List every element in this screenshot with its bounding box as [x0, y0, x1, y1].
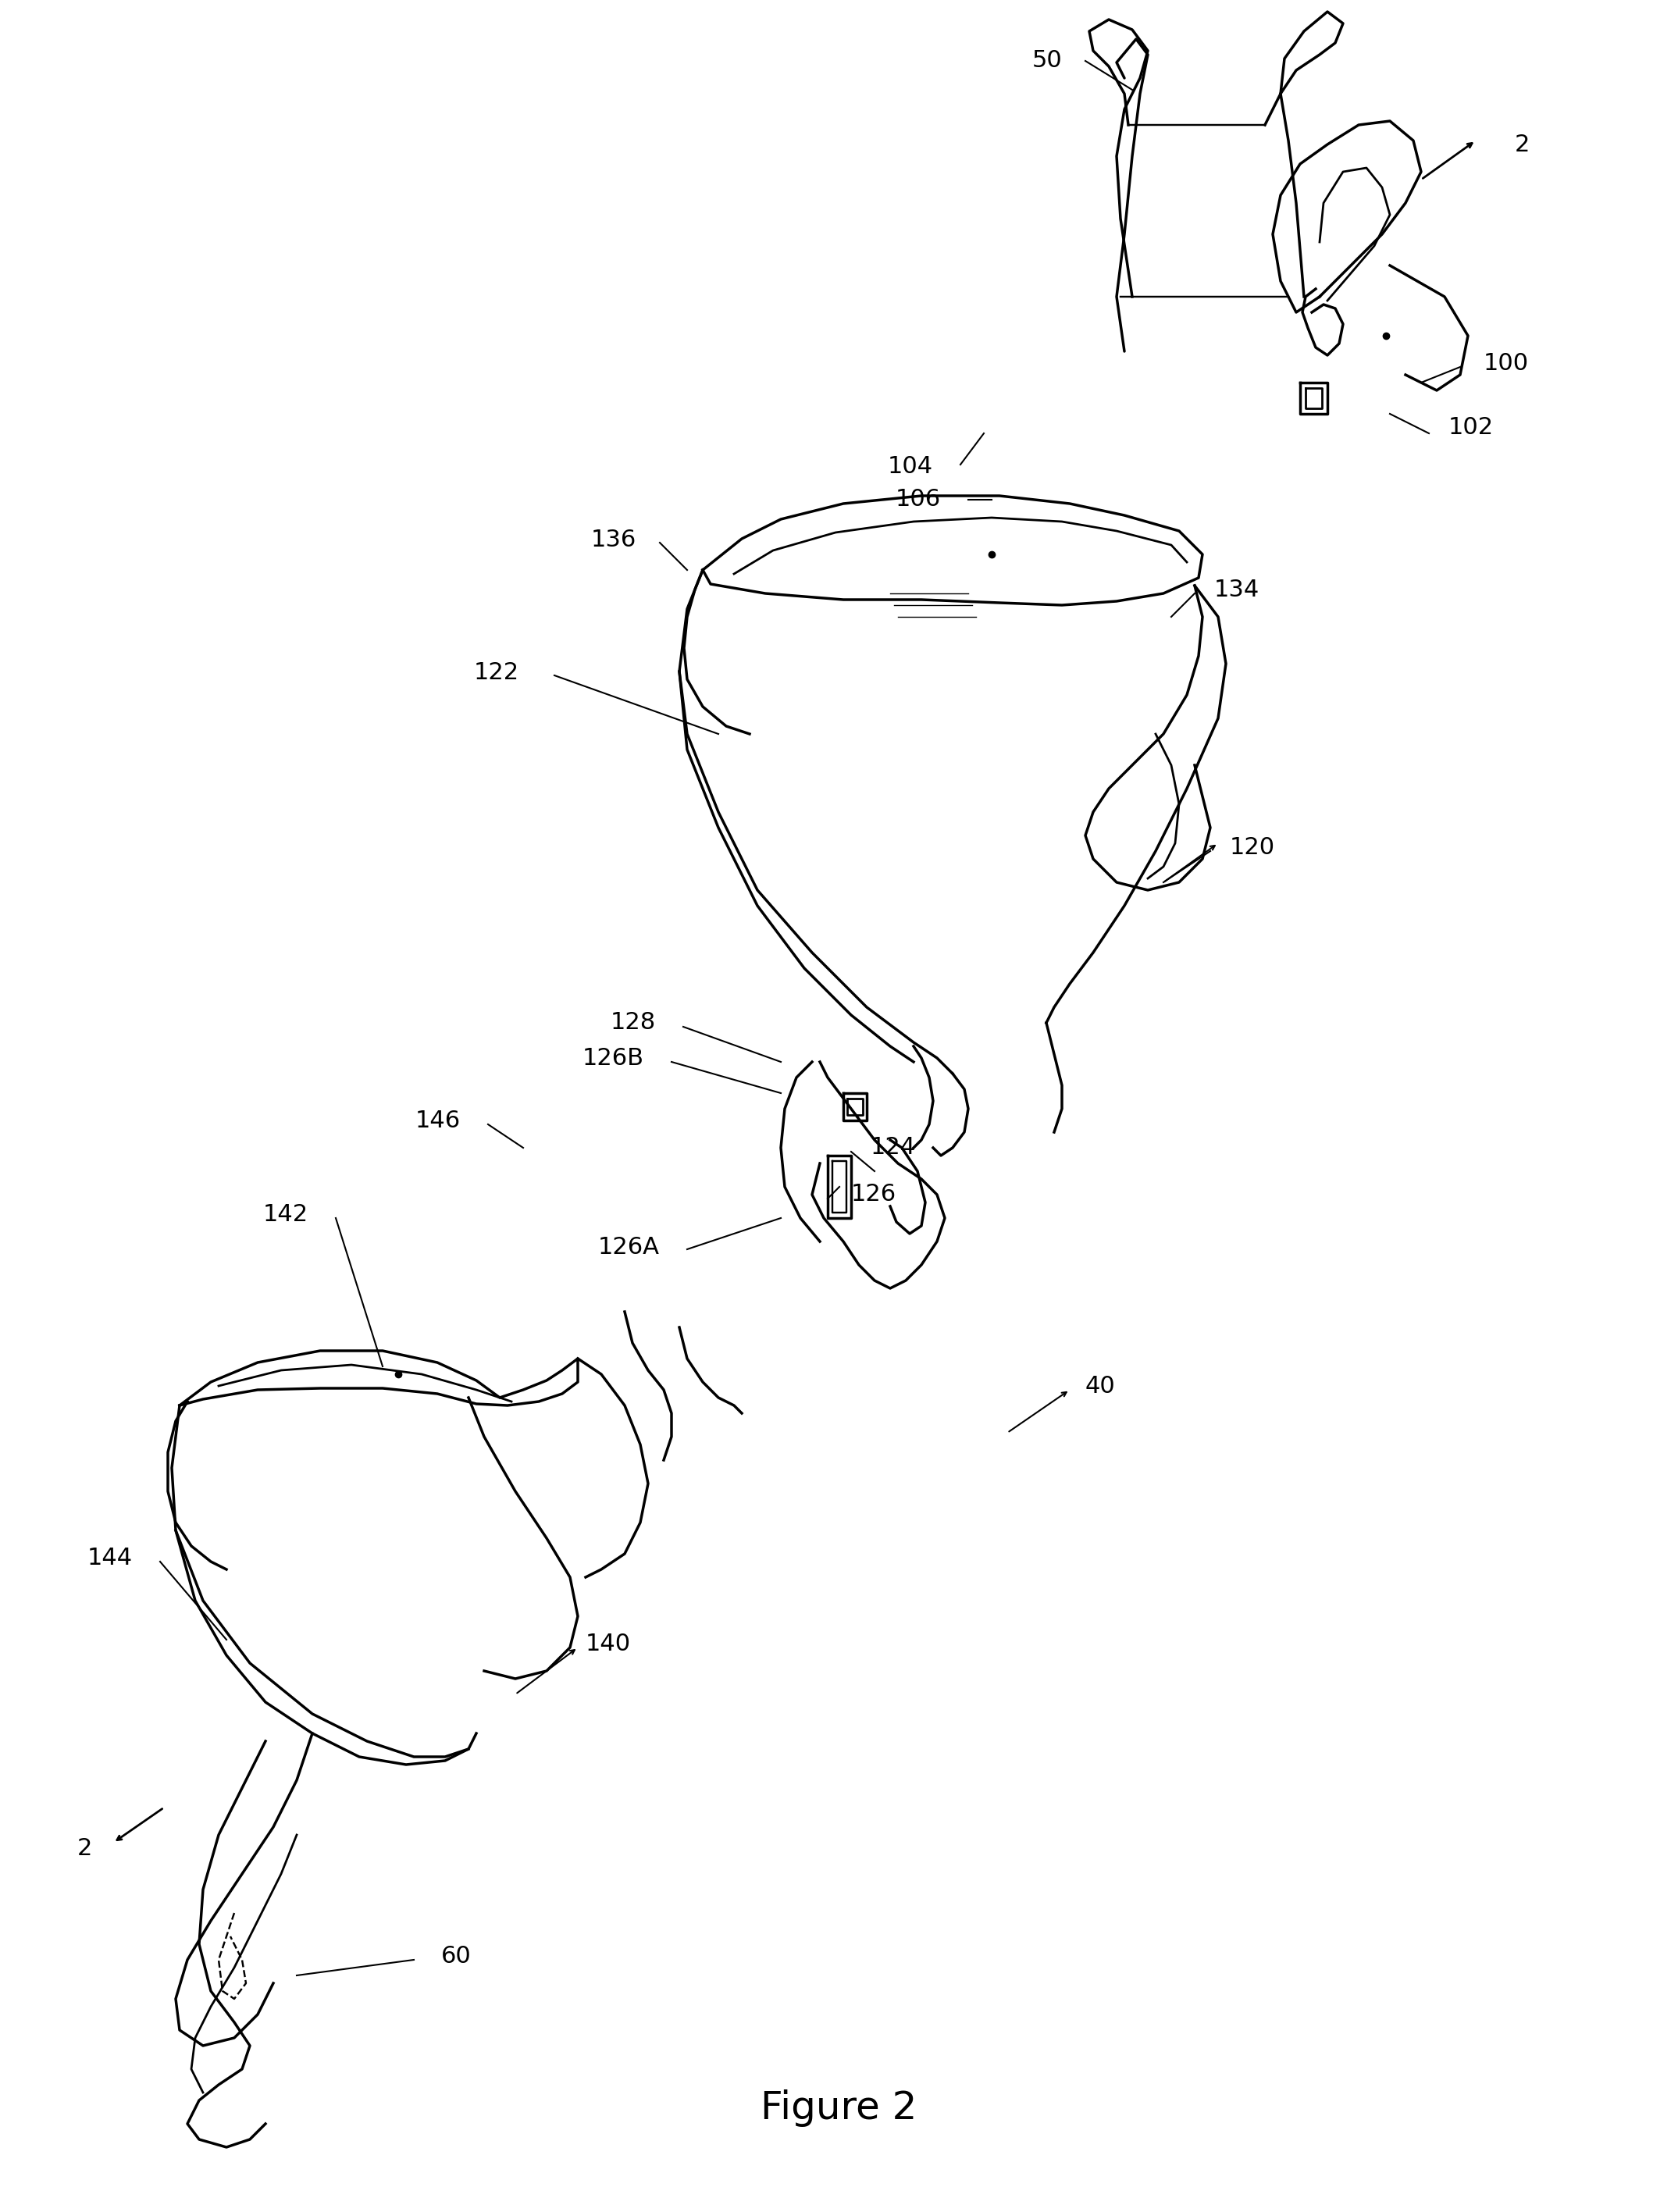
Text: 106: 106	[896, 489, 941, 511]
Text: 2: 2	[77, 1838, 92, 1860]
Text: 136: 136	[591, 529, 636, 551]
Text: 120: 120	[1230, 836, 1275, 858]
Text: 144: 144	[87, 1546, 133, 1568]
Text: 140: 140	[586, 1632, 631, 1655]
Text: 134: 134	[1215, 577, 1260, 602]
Text: 102: 102	[1448, 416, 1493, 440]
Text: 124: 124	[871, 1137, 916, 1159]
Text: 126: 126	[851, 1183, 896, 1206]
Text: 128: 128	[611, 1011, 656, 1035]
Text: 126B: 126B	[582, 1046, 644, 1068]
Text: 122: 122	[473, 661, 519, 684]
Text: 146: 146	[414, 1108, 461, 1133]
Text: 126A: 126A	[597, 1237, 659, 1259]
Text: Figure 2: Figure 2	[760, 2090, 916, 2128]
Text: 104: 104	[888, 456, 933, 478]
Text: 2: 2	[1515, 133, 1530, 155]
Text: 100: 100	[1483, 352, 1529, 374]
Text: 40: 40	[1086, 1374, 1116, 1398]
Text: 60: 60	[441, 1944, 472, 1966]
Text: 142: 142	[263, 1203, 309, 1225]
Text: 50: 50	[1032, 49, 1062, 73]
